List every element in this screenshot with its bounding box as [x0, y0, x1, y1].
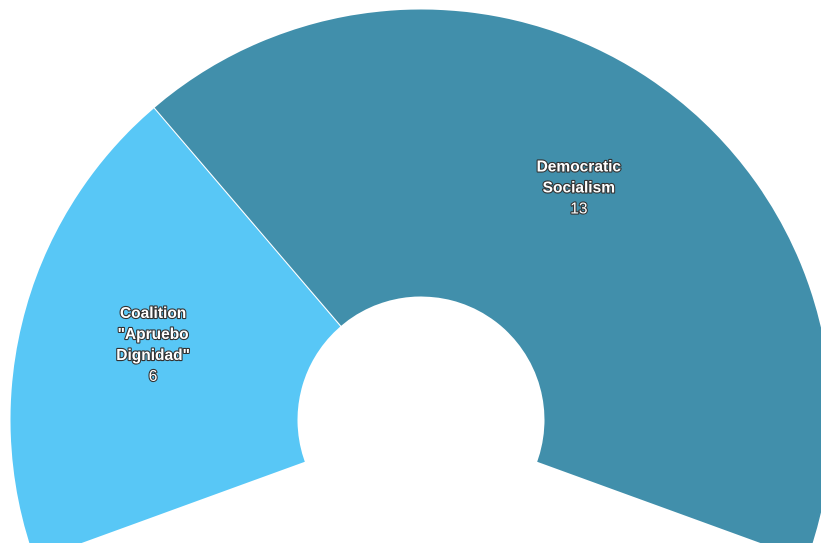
slice-label-0: Coalition "Apruebo Dignidad" 6: [116, 305, 190, 385]
slices-group: [9, 8, 821, 543]
slice-label-1: Democratic Socialism 13: [537, 158, 622, 217]
labels-group: Coalition "Apruebo Dignidad" 6 Democratic Soc…: [115, 157, 622, 386]
slice-value-1: 13: [570, 200, 587, 217]
slice-name-line-0-1: "Apruebo: [118, 326, 189, 343]
slice-name-line-1-1: Socialism: [543, 179, 615, 196]
slice-name-line-1-0: Democratic: [537, 158, 622, 175]
slice-value-0: 6: [149, 368, 158, 385]
slice-0: [9, 106, 342, 543]
slice-name-line-0-2: Dignidad": [116, 347, 190, 364]
slice-1: [153, 8, 821, 543]
slice-name-line-0-0: Coalition: [120, 305, 186, 322]
